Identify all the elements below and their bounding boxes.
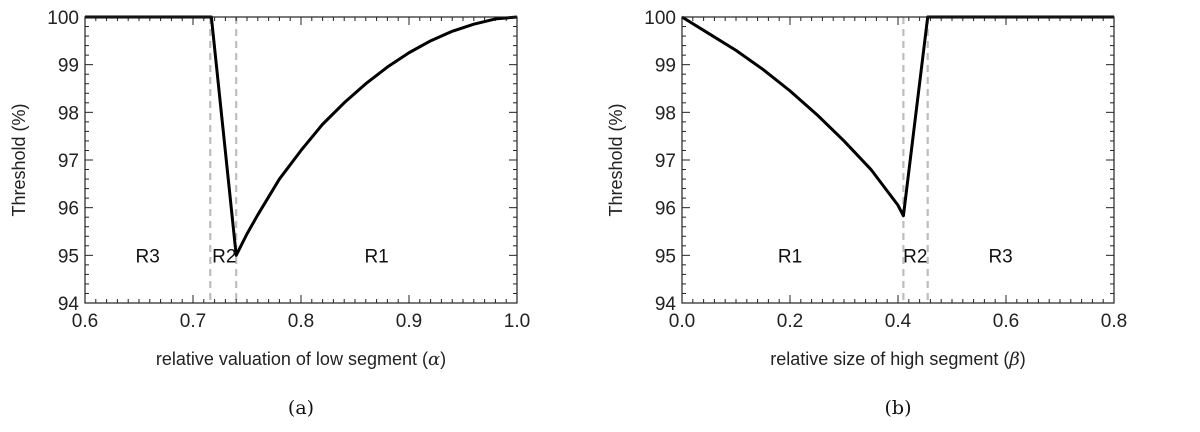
x-tick-label: 0.7 <box>180 311 206 332</box>
x-axis-title: relative valuation of low segment (α) <box>156 349 446 370</box>
threshold-curve <box>85 15 518 257</box>
x-tick-label: 0.6 <box>993 311 1019 332</box>
y-tick-label: 95 <box>58 246 79 267</box>
y-tick-label: 94 <box>655 294 677 315</box>
x-tick-label: 0.9 <box>396 311 422 332</box>
y-tick-label: 100 <box>644 8 676 29</box>
y-tick-label: 99 <box>655 56 676 77</box>
x-tick-label: 0.6 <box>72 311 98 332</box>
region-label-r3: R3 <box>135 246 159 267</box>
region-label-r1: R1 <box>778 246 802 267</box>
x-tick-label: 0.2 <box>777 311 803 332</box>
y-tick-label: 96 <box>58 199 79 220</box>
y-tick-label: 99 <box>58 56 79 77</box>
threshold-curve <box>681 15 1114 218</box>
y-tick-label: 94 <box>58 294 80 315</box>
y-tick-label: 98 <box>58 103 79 124</box>
region-label-r2: R2 <box>903 246 927 267</box>
x-axis-title: relative size of high segment (β) <box>770 349 1026 370</box>
region-label-r1: R1 <box>364 246 388 267</box>
x-tick-label: 1.0 <box>504 311 530 332</box>
plot-frame <box>681 16 1115 304</box>
region-label-r3: R3 <box>988 246 1012 267</box>
plot-frame <box>84 16 518 304</box>
panel-caption: (b) <box>885 397 912 419</box>
chart-panel-b: 0.0 0.2 0.4 0.6 0.8 94 95 96 97 98 99 100 R1 R2 R3 Thre… <box>606 8 1127 419</box>
x-tick-label: 0.8 <box>288 311 314 332</box>
region-label-r2: R2 <box>212 246 236 267</box>
y-tick-label: 95 <box>655 246 676 267</box>
x-tick-label: 0.0 <box>669 311 695 332</box>
y-axis-title: Threshold (%) <box>9 103 29 216</box>
chart-panel-a: 0.6 0.7 0.8 0.9 1.0 94 95 96 97 98 99 100 R3 R2 R1 Thre… <box>9 8 530 419</box>
y-axis-title: Threshold (%) <box>606 103 626 216</box>
y-tick-label: 100 <box>47 8 79 29</box>
x-tick-label: 0.4 <box>885 311 912 332</box>
x-tick-label: 0.8 <box>1101 311 1127 332</box>
y-tick-label: 97 <box>58 151 79 172</box>
y-tick-label: 98 <box>655 103 676 124</box>
y-tick-label: 97 <box>655 151 676 172</box>
panel-caption: (a) <box>288 397 314 419</box>
y-tick-label: 96 <box>655 199 676 220</box>
